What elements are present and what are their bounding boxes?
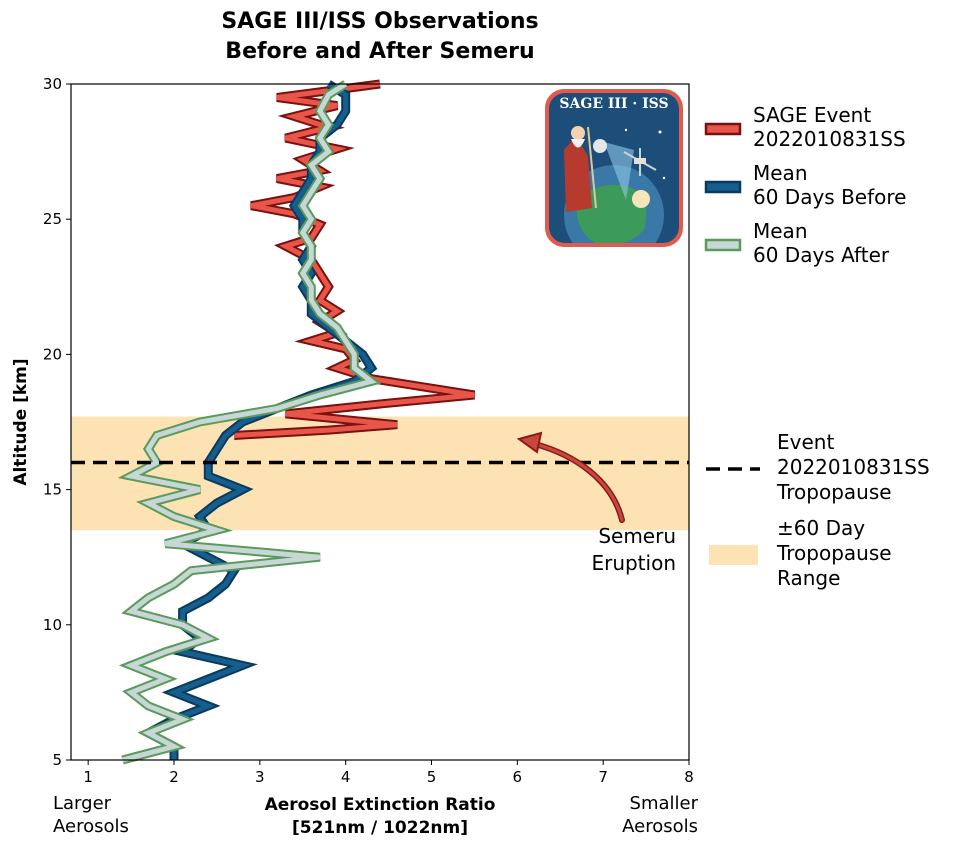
y-axis-title: Altitude [km]	[11, 358, 31, 485]
legend-swatch-tropopause-range	[709, 545, 758, 565]
legend-label-sage-event: 2022010831SS	[753, 127, 906, 151]
semeru-label-line-2: Eruption	[591, 551, 676, 575]
larger-aerosols-label-2: Aerosols	[53, 816, 129, 837]
semeru-arrow-head	[516, 431, 543, 454]
y-tick-label: 25	[43, 210, 62, 228]
legend-swatch-mean-60-days-after	[704, 238, 742, 252]
legend-swatch-sage-event	[704, 122, 742, 136]
x-tick-label: 5	[427, 768, 437, 786]
x-tick-label: 4	[341, 768, 351, 786]
x-tick-label: 3	[255, 768, 265, 786]
x-tick-label: 1	[83, 768, 93, 786]
logo-title: SAGE III · ISS	[559, 96, 668, 112]
smaller-aerosols-label-1: Smaller	[630, 793, 699, 814]
plot-frame	[70, 83, 690, 761]
x-tick-label: 8	[684, 768, 694, 786]
x-axis-title-line-1: Aerosol Extinction Ratio	[265, 795, 496, 815]
semeru-label-line-1: Semeru	[598, 524, 676, 548]
smaller-aerosols-label-2: Aerosols	[622, 816, 698, 837]
legend-label-mean-60-days-after: 60 Days After	[753, 243, 890, 267]
y-tick-label: 15	[43, 481, 62, 499]
legend-label-tropopause: 2022010831SS	[777, 455, 930, 479]
larger-aerosols-label-1: Larger	[53, 793, 112, 814]
x-axis-title-line-2: [521nm / 1022nm]	[292, 818, 468, 838]
y-tick-label: 30	[43, 75, 62, 93]
legend-label-sage-event: SAGE Event	[753, 103, 871, 127]
mean-60-days-after-line	[121, 81, 377, 763]
x-tick-label: 7	[598, 768, 608, 786]
legend-label-tropopause-range: Range	[777, 566, 840, 590]
y-tick-label: 20	[43, 345, 62, 363]
legend-label-tropopause: Event	[777, 430, 834, 454]
chart-title-line-1: SAGE III/ISS Observations	[221, 9, 538, 34]
x-tick-label: 2	[169, 768, 179, 786]
semeru-arrow-shaft	[533, 442, 624, 522]
x-tick-label: 6	[513, 768, 523, 786]
legend-label-tropopause-range: ±60 Day	[777, 516, 865, 540]
legend-swatch-mean-60-days-before	[704, 180, 742, 194]
legend-label-mean-60-days-after: Mean	[753, 219, 808, 243]
legend-label-tropopause-range: Tropopause	[776, 541, 892, 565]
chart-title-line-2: Before and After Semeru	[225, 39, 534, 64]
mean-60-days-after-series	[117, 80, 382, 765]
legend-label-tropopause: Tropopause	[776, 480, 892, 504]
legend-label-mean-60-days-before: 60 Days Before	[753, 185, 906, 209]
tropopause-range-band	[71, 416, 689, 531]
y-tick-label: 5	[52, 751, 62, 769]
y-tick-label: 10	[43, 616, 62, 634]
legend-label-mean-60-days-before: Mean	[753, 161, 808, 185]
sage-iss-logo: SAGE III · ISS	[545, 89, 683, 247]
